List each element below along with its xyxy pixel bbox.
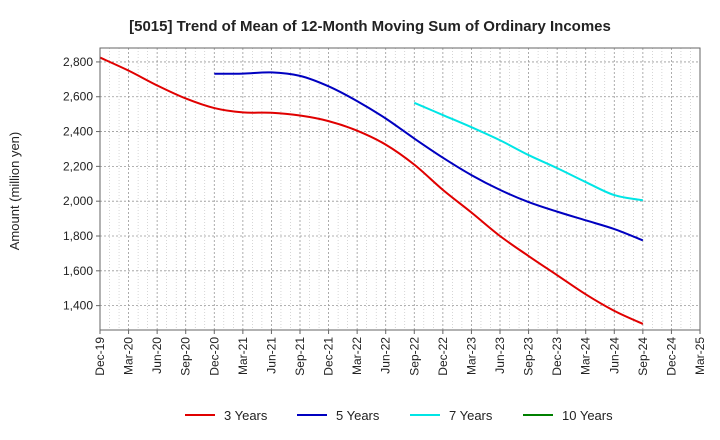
series-line-3-years xyxy=(99,56,644,325)
x-tick-label: Dec-23 xyxy=(550,337,564,376)
x-tick-label: Dec-24 xyxy=(664,337,678,376)
x-tick-label: Sep-22 xyxy=(407,337,421,376)
x-tick-label: Sep-23 xyxy=(522,337,536,376)
legend-label-5-years: 5 Years xyxy=(336,408,380,423)
x-tick-label: Mar-20 xyxy=(122,337,136,375)
x-tick-label: Jun-22 xyxy=(379,337,393,374)
x-tick-label: Dec-19 xyxy=(93,337,107,376)
y-tick-label: 2,200 xyxy=(63,159,93,173)
y-tick-label: 2,000 xyxy=(63,194,93,208)
x-tick-label: Mar-25 xyxy=(693,337,707,375)
x-tick-label: Dec-20 xyxy=(207,337,221,376)
legend: 3 Years 5 Years 7 Years 10 Years xyxy=(185,408,613,423)
legend-label-7-years: 7 Years xyxy=(449,408,493,423)
x-tick-label: Jun-20 xyxy=(150,337,164,374)
x-tick-label: Mar-21 xyxy=(236,337,250,375)
x-tick-label: Mar-23 xyxy=(464,337,478,375)
y-tick-label: 2,400 xyxy=(63,125,93,139)
x-ticks: Dec-19 Mar-20 Jun-20 Sep-20 Dec-20 Mar-21 Jun-… xyxy=(93,330,707,376)
x-tick-label: Mar-24 xyxy=(579,337,593,375)
grid xyxy=(100,48,700,330)
y-tick-label: 2,800 xyxy=(63,55,93,69)
y-ticks: 1,400 1,600 1,800 2,000 2,200 2,400 2,600 2,800 xyxy=(63,55,100,313)
x-tick-label: Sep-20 xyxy=(179,337,193,376)
series-line-5-years xyxy=(214,71,644,242)
x-tick-label: Mar-22 xyxy=(350,337,364,375)
x-tick-label: Sep-21 xyxy=(293,337,307,376)
y-tick-label: 1,400 xyxy=(63,299,93,313)
x-tick-label: Sep-24 xyxy=(636,337,650,376)
y-tick-label: 1,600 xyxy=(63,264,93,278)
y-axis-label: Amount (million yen) xyxy=(7,132,22,251)
x-tick-label: Dec-21 xyxy=(322,337,336,376)
x-tick-label: Jun-21 xyxy=(264,337,278,374)
series-layer xyxy=(99,56,644,325)
chart-title: [5015] Trend of Mean of 12-Month Moving … xyxy=(129,18,611,35)
y-tick-label: 2,600 xyxy=(63,90,93,104)
series-line-7-years xyxy=(413,101,644,202)
plot-frame xyxy=(99,47,701,331)
legend-label-3-years: 3 Years xyxy=(224,408,268,423)
legend-label-10-years: 10 Years xyxy=(562,408,613,423)
x-tick-label: Jun-24 xyxy=(607,337,621,374)
y-tick-label: 1,800 xyxy=(63,229,93,243)
x-tick-label: Dec-22 xyxy=(436,337,450,376)
x-tick-label: Jun-23 xyxy=(493,337,507,374)
